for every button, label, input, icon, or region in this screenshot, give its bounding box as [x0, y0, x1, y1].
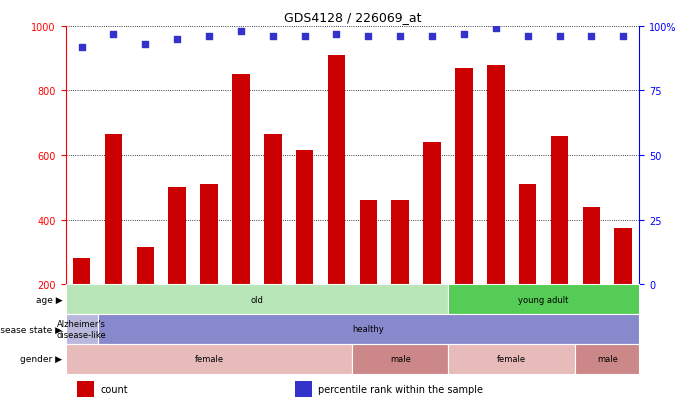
Bar	[137, 247, 154, 285]
Point	[426, 34, 437, 40]
Bar	[66, 314, 97, 344]
Bar	[424, 143, 441, 285]
Text: male: male	[597, 354, 618, 363]
Point	[522, 34, 533, 40]
Text: percentile rank within the sample: percentile rank within the sample	[318, 384, 483, 394]
Text: male: male	[390, 354, 410, 363]
Point	[267, 34, 278, 40]
Point	[236, 28, 247, 35]
Bar	[519, 185, 536, 285]
Bar	[328, 56, 346, 285]
Point	[171, 36, 182, 43]
Bar	[66, 344, 352, 374]
Point	[458, 31, 469, 38]
Bar	[448, 285, 639, 314]
Point	[331, 31, 342, 38]
Text: female: female	[194, 354, 224, 363]
Title: GDS4128 / 226069_at: GDS4128 / 226069_at	[284, 11, 421, 24]
Bar	[583, 207, 600, 285]
Bar	[391, 201, 409, 285]
Text: female: female	[497, 354, 527, 363]
Text: healthy: healthy	[352, 325, 384, 334]
Bar	[296, 151, 314, 285]
Point	[108, 31, 119, 38]
Text: old: old	[250, 295, 263, 304]
Bar	[551, 136, 568, 285]
Bar	[77, 382, 94, 397]
Bar	[448, 344, 576, 374]
Bar	[264, 135, 281, 285]
Point	[363, 34, 374, 40]
Text: gender ▶: gender ▶	[20, 354, 62, 363]
Bar	[359, 201, 377, 285]
Bar	[66, 285, 448, 314]
Text: count: count	[100, 384, 128, 394]
Text: age ▶: age ▶	[35, 295, 62, 304]
Bar	[614, 228, 632, 285]
Text: disease state ▶: disease state ▶	[0, 325, 62, 334]
Bar	[232, 75, 249, 285]
Point	[554, 34, 565, 40]
Point	[76, 44, 87, 51]
Bar	[295, 382, 312, 397]
Point	[140, 42, 151, 48]
Bar	[73, 259, 91, 285]
Point	[299, 34, 310, 40]
Bar	[487, 66, 504, 285]
Bar	[455, 69, 473, 285]
Bar	[169, 188, 186, 285]
Text: young adult: young adult	[518, 295, 569, 304]
Bar	[576, 344, 639, 374]
Point	[618, 34, 629, 40]
Bar	[104, 135, 122, 285]
Text: Alzheimer's
disease-like: Alzheimer's disease-like	[57, 320, 106, 339]
Bar	[200, 185, 218, 285]
Point	[586, 34, 597, 40]
Point	[203, 34, 214, 40]
Point	[491, 26, 502, 33]
Bar	[352, 344, 448, 374]
Point	[395, 34, 406, 40]
